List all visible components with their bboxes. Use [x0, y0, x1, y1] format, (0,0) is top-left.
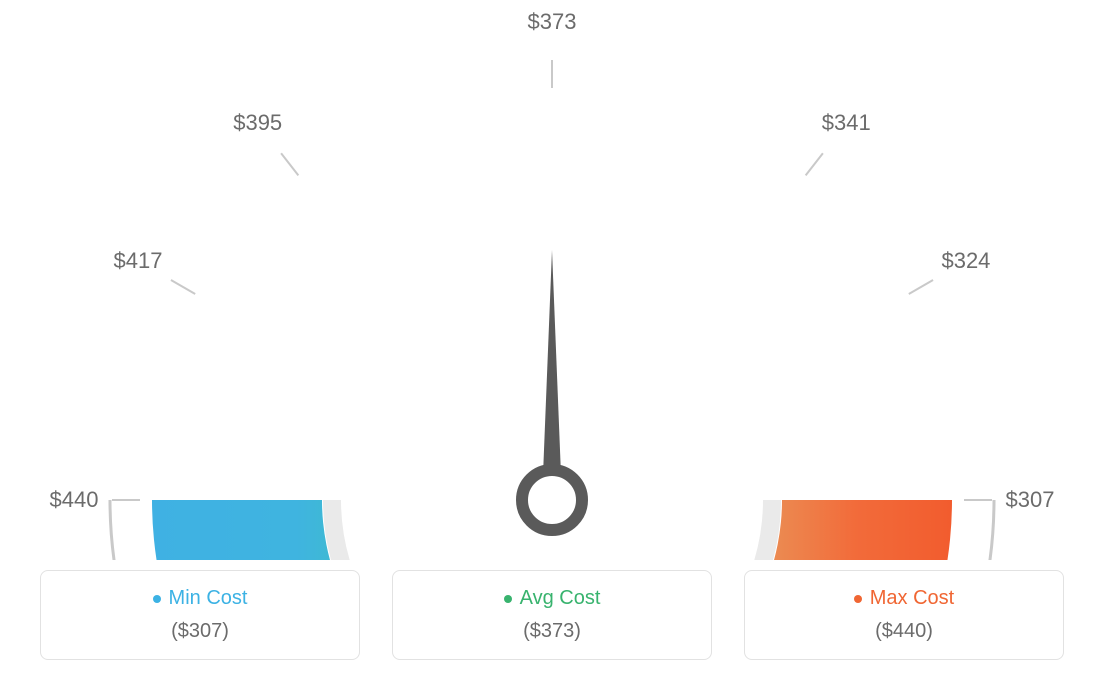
legend-card-avg: Avg Cost ($373) — [392, 570, 712, 660]
legend-row: Min Cost ($307) Avg Cost ($373) Max Cost… — [40, 570, 1064, 660]
gauge-minor-tick — [880, 333, 910, 347]
gauge-minor-tick — [249, 246, 274, 267]
gauge-chart-container: { "gauge": { "type": "gauge", "min_value… — [0, 0, 1104, 690]
legend-card-max: Max Cost ($440) — [744, 570, 1064, 660]
legend-label-min: Min Cost — [169, 587, 248, 610]
gauge-tick-label: $341 — [822, 110, 871, 136]
gauge-minor-tick — [450, 118, 459, 150]
gauge-tick-label: $440 — [50, 487, 99, 513]
gauge-major-tick — [281, 153, 298, 175]
gauge-minor-tick — [283, 211, 306, 235]
gauge-minor-tick — [829, 246, 854, 267]
gauge-minor-tick — [194, 333, 224, 347]
gauge-minor-tick — [385, 142, 399, 172]
gauge-minor-tick — [159, 466, 192, 469]
legend-dot-max — [854, 595, 862, 603]
legend-title-max: Max Cost — [854, 587, 954, 610]
gauge-minor-tick — [849, 273, 876, 292]
legend-label-avg: Avg Cost — [520, 587, 601, 610]
legend-value-avg: ($373) — [403, 620, 701, 643]
gauge-minor-tick — [483, 111, 489, 143]
legend-dot-min — [153, 595, 161, 603]
legend-label-max: Max Cost — [870, 587, 954, 610]
gauge-minor-tick — [355, 158, 372, 187]
legend-title-avg: Avg Cost — [504, 587, 601, 610]
gauge-minor-tick — [163, 431, 195, 437]
gauge-minor-tick — [693, 136, 706, 166]
gauge-major-tick — [171, 280, 195, 294]
gauge-minor-tick — [633, 115, 640, 147]
gauge-minor-tick — [228, 273, 255, 292]
gauge-tick-label: $417 — [114, 248, 163, 274]
legend-dot-avg — [504, 595, 512, 603]
legend-card-min: Min Cost ($307) — [40, 570, 360, 660]
gauge-tick-label: $307 — [1006, 487, 1055, 513]
gauge-minor-tick — [902, 398, 934, 407]
gauge-minor-tick — [664, 124, 674, 155]
gauge-minor-tick — [892, 365, 923, 376]
legend-value-max: ($440) — [755, 620, 1053, 643]
gauge-minor-tick — [518, 107, 521, 140]
legend-title-min: Min Cost — [153, 587, 248, 610]
gauge-needle — [542, 250, 562, 500]
gauge-area: $307 $324 $341 $373 $395 $417 $440 — [0, 0, 1104, 560]
gauge-minor-tick — [909, 431, 941, 437]
gauge-minor-tick — [417, 129, 428, 160]
gauge-needle-hub — [522, 470, 582, 530]
gauge-minor-tick — [808, 221, 831, 244]
gauge-minor-tick — [181, 365, 212, 376]
gauge-minor-tick — [602, 109, 607, 142]
gauge-minor-tick — [170, 398, 202, 407]
gauge-svg — [0, 0, 1104, 560]
legend-value-min: ($307) — [51, 620, 349, 643]
gauge-tick-label: $324 — [941, 248, 990, 274]
gauge-major-tick — [909, 280, 933, 294]
gauge-major-tick — [806, 153, 823, 175]
gauge-tick-label: $395 — [233, 110, 282, 136]
gauge-tick-label: $373 — [528, 9, 577, 35]
gauge-minor-tick — [913, 466, 946, 469]
gauge-minor-tick — [722, 151, 737, 180]
gauge-minor-tick — [749, 169, 767, 197]
